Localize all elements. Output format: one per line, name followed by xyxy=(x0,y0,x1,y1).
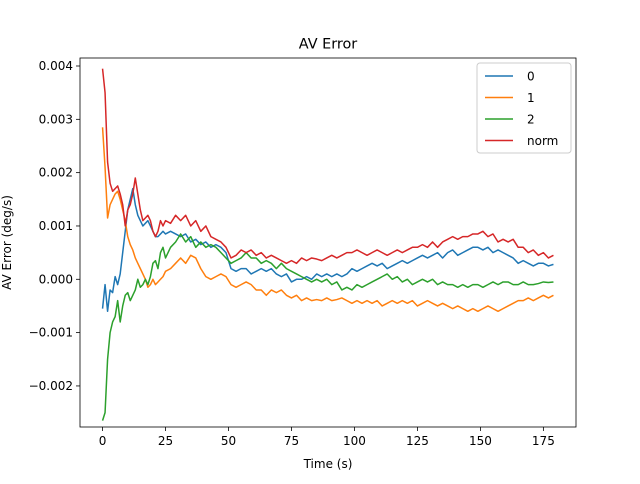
x-axis-label: Time (s) xyxy=(303,457,353,471)
x-tick-label: 100 xyxy=(343,434,366,448)
legend: 0 1 2 norm xyxy=(476,62,572,154)
legend-label: 0 xyxy=(527,70,535,84)
legend-label: 2 xyxy=(527,113,535,127)
x-tick-label: 50 xyxy=(221,434,236,448)
y-tick-label: 0.004 xyxy=(39,59,73,73)
legend-label: norm xyxy=(527,134,558,148)
axes-frame xyxy=(79,57,577,428)
x-tick-label: 150 xyxy=(469,434,492,448)
plot-series-group xyxy=(101,68,554,421)
y-axis-ticks: 0.004 0.003 0.002 0.001 0.000 −0.001 −0.002 xyxy=(29,59,80,393)
x-tick-label: 75 xyxy=(284,434,299,448)
x-tick-label: 25 xyxy=(158,434,173,448)
y-tick-label: 0.002 xyxy=(39,166,73,180)
x-tick-label: 0 xyxy=(99,434,107,448)
x-axis-ticks: 0 25 50 75 100 125 150 175 xyxy=(99,427,555,448)
y-tick-label: 0.003 xyxy=(39,112,73,126)
x-tick-label: 175 xyxy=(532,434,555,448)
series-line-2 xyxy=(101,233,554,421)
legend-label: 1 xyxy=(527,91,535,105)
x-tick-label: 125 xyxy=(406,434,429,448)
legend-box xyxy=(476,62,572,154)
y-tick-label: 0.001 xyxy=(39,219,73,233)
series-line-0 xyxy=(101,187,554,313)
y-axis-label: AV Error (deg/s) xyxy=(0,195,14,290)
y-tick-label: −0.002 xyxy=(29,379,73,393)
y-tick-label: 0.000 xyxy=(39,272,73,286)
chart-title: AV Error xyxy=(299,37,358,53)
series-line-norm xyxy=(101,68,554,265)
y-tick-label: −0.001 xyxy=(29,326,73,340)
